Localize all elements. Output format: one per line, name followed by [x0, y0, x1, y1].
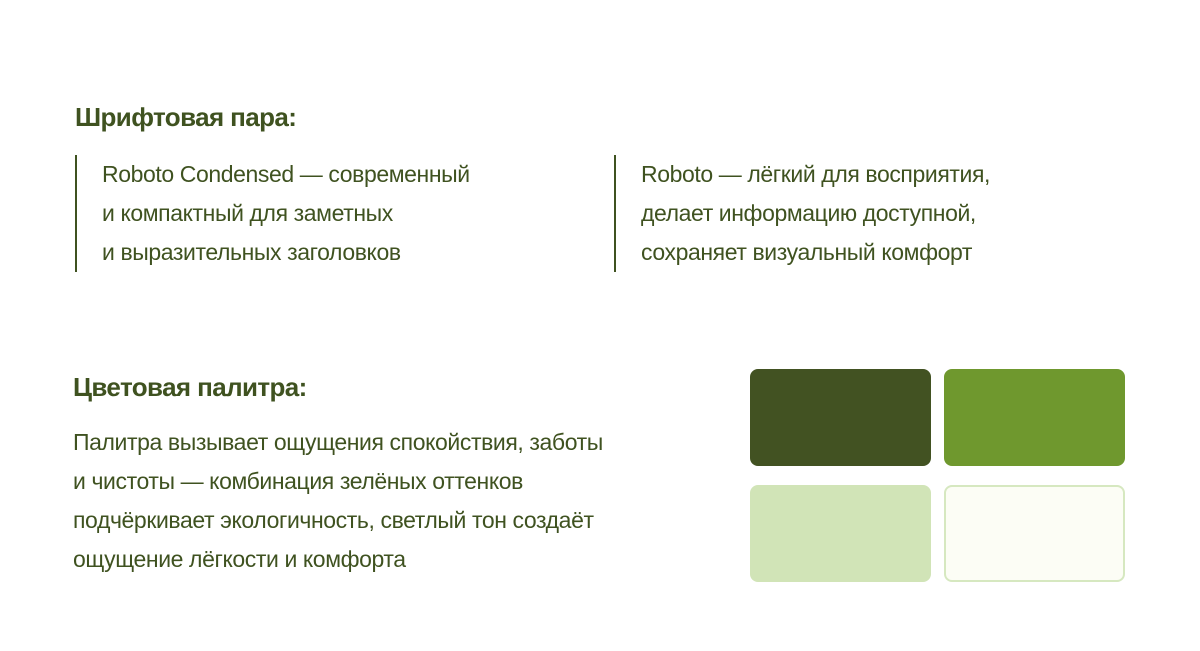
palette-heading: Цветовая палитра:: [73, 372, 307, 402]
text-line: сохраняет визуальный комфорт: [641, 239, 973, 265]
color-swatch-dark-green: [750, 369, 931, 466]
text-line: и выразительных заголовков: [102, 239, 401, 265]
text-line: подчёркивает экологичность, светлый тон …: [73, 507, 594, 533]
font-quote-roboto: Roboto — лёгкий для восприятия, делает и…: [614, 155, 990, 272]
text-line: Палитра вызывает ощущения спокойствия, з…: [73, 429, 603, 455]
color-swatch-off-white: [944, 485, 1125, 582]
text-line: Roboto — лёгкий для восприятия,: [641, 161, 991, 187]
text-line: и компактный для заметных: [102, 200, 393, 226]
palette-description: Палитра вызывает ощущения спокойствия, з…: [73, 423, 603, 579]
font-quote-condensed: Roboto Condensed — современный и компакт…: [75, 155, 470, 272]
text-line: Roboto Condensed — современный: [102, 161, 470, 187]
font-pair-heading: Шрифтовая пара:: [75, 102, 297, 132]
color-swatch-green: [944, 369, 1125, 466]
text-line: ощущение лёгкости и комфорта: [73, 546, 406, 572]
color-swatch-light-green: [750, 485, 931, 582]
text-line: и чистоты — комбинация зелёных оттенков: [73, 468, 523, 494]
text-line: делает информацию доступной,: [641, 200, 976, 226]
